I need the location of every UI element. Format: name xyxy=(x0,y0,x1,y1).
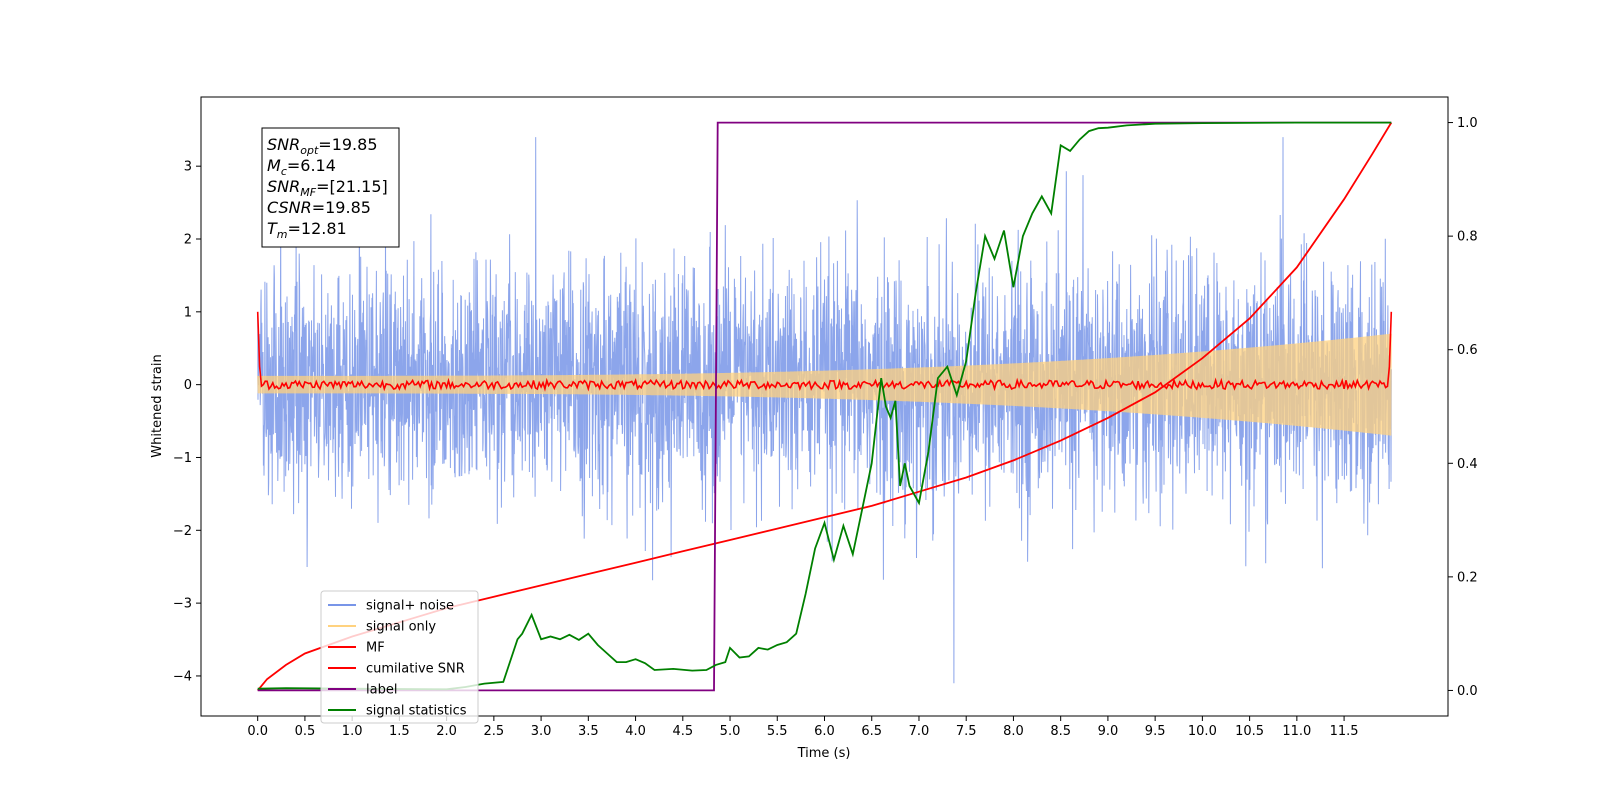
annotation-line: CSNR=19.85 xyxy=(267,198,371,217)
annotation-value: =19.85 xyxy=(318,135,377,154)
legend-label: signal+ noise xyxy=(366,599,454,614)
x-tick-label: 6.0 xyxy=(814,724,835,739)
y2-tick-label: 1.0 xyxy=(1457,116,1478,131)
x-tick-label: 1.5 xyxy=(389,724,410,739)
y-axis-right: 0.0 0.2 0.4 0.6 0.8 1.0 xyxy=(1448,116,1478,699)
series-signal-statistics xyxy=(257,121,1392,691)
x-tick-label: 10.5 xyxy=(1235,724,1264,739)
x-tick-label: 7.0 xyxy=(909,724,930,739)
y-axis-label: Whitened strain xyxy=(150,354,165,457)
legend-item: cumilative SNR xyxy=(328,662,465,677)
y-tick-label: −1 xyxy=(173,451,192,466)
x-tick-label: 5.5 xyxy=(767,724,788,739)
legend-item: signal statistics xyxy=(328,704,467,719)
x-tick-label: 3.0 xyxy=(531,724,552,739)
annotation-subscript: m xyxy=(277,228,288,241)
y-tick-label: 1 xyxy=(184,305,192,320)
legend-item: MF xyxy=(328,641,385,656)
y2-tick-label: 0.0 xyxy=(1457,684,1478,699)
series-label xyxy=(257,121,1392,692)
annotation-symbol: CSNR xyxy=(267,198,312,217)
y-tick-label: 3 xyxy=(184,160,192,175)
annotation-line: SNRopt=19.85 xyxy=(267,135,378,157)
annotation-line: SNRMF=[21.15] xyxy=(267,177,388,199)
x-tick-label: 6.5 xyxy=(861,724,882,739)
x-tick-label: 0.0 xyxy=(247,724,268,739)
y2-tick-label: 0.2 xyxy=(1457,570,1478,585)
annotation-subscript: c xyxy=(281,165,287,178)
x-tick-label: 10.0 xyxy=(1188,724,1217,739)
series-signal-only xyxy=(257,333,1392,436)
annotation-symbol: SNR xyxy=(267,135,300,154)
annotation-line: Tm=12.81 xyxy=(267,219,347,241)
legend-item: label xyxy=(328,683,397,698)
annotation-value: =[21.15] xyxy=(316,177,388,196)
annotation-value: =6.14 xyxy=(287,156,336,175)
x-tick-label: 7.5 xyxy=(956,724,977,739)
legend: signal+ noise signal only MF cumilative SNR… xyxy=(320,590,479,724)
x-tick-label: 3.5 xyxy=(578,724,599,739)
metrics-annotation-box: SNRopt=19.85Mc=6.14SNRMF=[21.15]CSNR=19.… xyxy=(261,127,400,248)
x-tick-label: 11.0 xyxy=(1282,724,1311,739)
x-tick-label: 2.5 xyxy=(484,724,505,739)
x-tick-label: 9.5 xyxy=(1145,724,1166,739)
annotation-line: Mc=6.14 xyxy=(267,156,336,178)
y2-tick-label: 0.4 xyxy=(1457,457,1478,472)
series-mf xyxy=(256,311,1393,392)
x-tick-label: 8.0 xyxy=(1003,724,1024,739)
x-tick-label: 2.0 xyxy=(436,724,457,739)
y-axis-left: −4 −3 −2 −1 0 1 2 3 xyxy=(173,160,201,684)
y-tick-label: 2 xyxy=(184,233,192,248)
annotation-symbol: SNR xyxy=(267,177,300,196)
annotation-value: =19.85 xyxy=(312,198,371,217)
y-tick-label: 0 xyxy=(184,378,192,393)
y-tick-label: −3 xyxy=(173,597,192,612)
x-tick-label: 9.0 xyxy=(1098,724,1119,739)
legend-label: cumilative SNR xyxy=(366,662,465,677)
x-axis-label: Time (s) xyxy=(797,746,851,761)
x-tick-label: 4.0 xyxy=(625,724,646,739)
legend-frame xyxy=(320,590,479,724)
x-axis: 0.0 0.5 1.0 1.5 2.0 2.5 3.0 3.5 4.0 4.5 5.0 5.5 6.0 6… xyxy=(247,716,1359,739)
legend-item: signal only xyxy=(328,620,436,635)
y-tick-label: −2 xyxy=(173,524,192,539)
annotation-symbol: T xyxy=(267,219,278,238)
annotation-value: =12.81 xyxy=(288,219,347,238)
y-tick-label: −4 xyxy=(173,669,192,684)
legend-label: label xyxy=(366,683,397,698)
x-tick-label: 4.5 xyxy=(672,724,693,739)
x-tick-label: 0.5 xyxy=(295,724,316,739)
legend-item: signal+ noise xyxy=(328,599,454,614)
legend-label: signal statistics xyxy=(366,704,467,719)
annotation-frame xyxy=(261,127,400,248)
x-tick-label: 11.5 xyxy=(1330,724,1359,739)
annotation-symbol: M xyxy=(267,156,281,175)
legend-label: signal only xyxy=(366,620,436,635)
x-tick-label: 1.0 xyxy=(342,724,363,739)
annotation-subscript: opt xyxy=(300,144,319,157)
y2-tick-label: 0.6 xyxy=(1457,343,1478,358)
y2-tick-label: 0.8 xyxy=(1457,230,1478,245)
x-tick-label: 8.5 xyxy=(1050,724,1071,739)
annotation-subscript: MF xyxy=(300,186,316,199)
legend-label: MF xyxy=(366,641,385,656)
x-tick-label: 5.0 xyxy=(720,724,741,739)
